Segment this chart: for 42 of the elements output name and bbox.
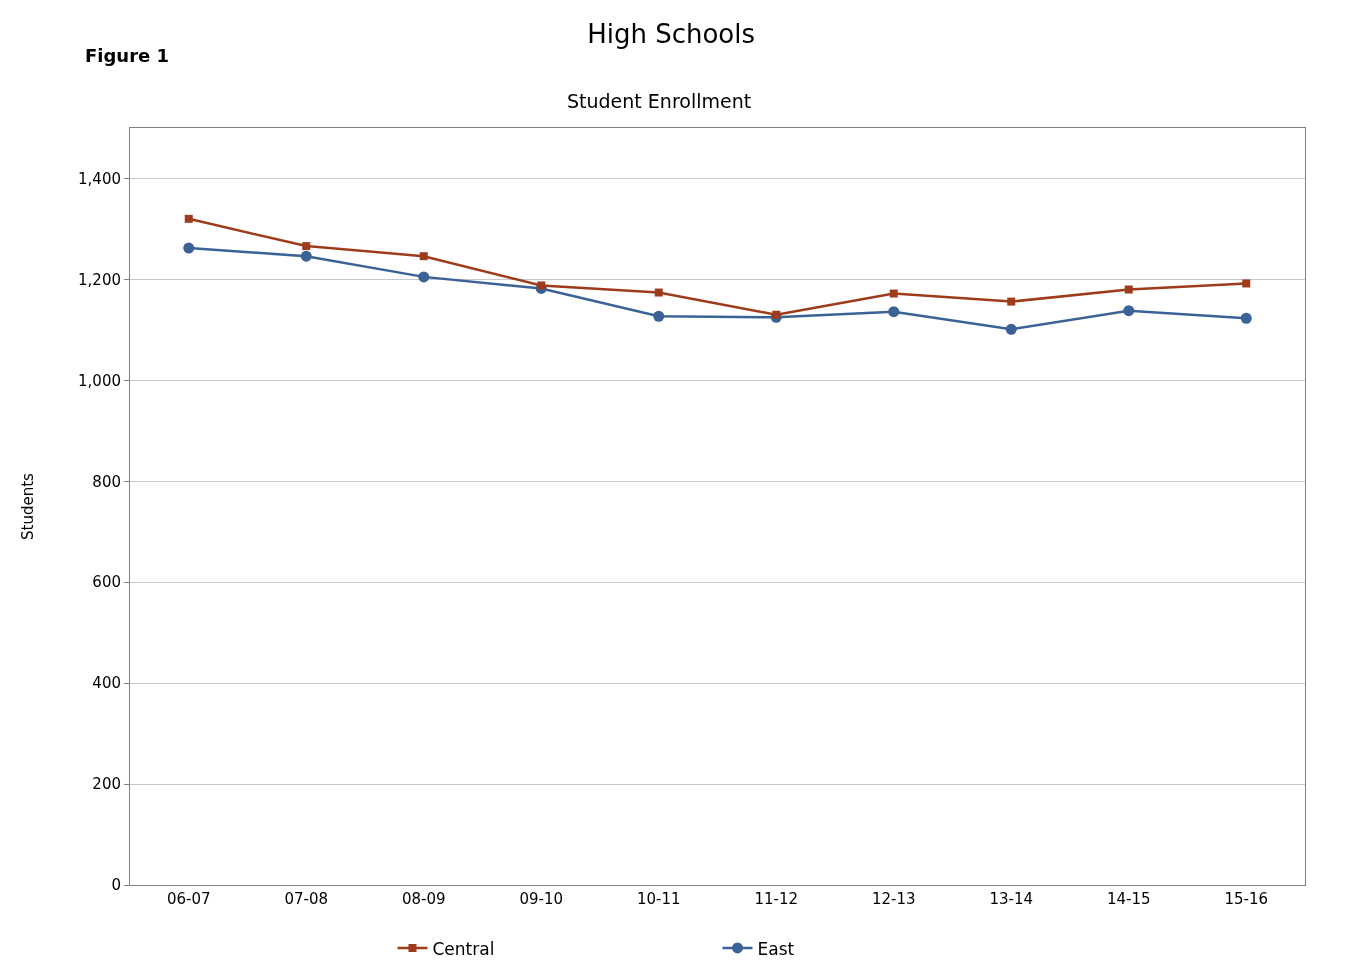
x-tick-label: 13-14: [989, 890, 1034, 908]
y-tick-label: 200: [92, 775, 121, 794]
point: [183, 242, 195, 254]
x-tick-label: 10-11: [636, 890, 681, 908]
point: [184, 214, 193, 223]
y-tick-label: 400: [92, 674, 121, 693]
point: [419, 252, 428, 261]
legend-label: Central: [432, 938, 495, 959]
point: [302, 242, 311, 251]
point: [1123, 305, 1135, 317]
point: [300, 250, 312, 262]
chart-subtitle: Student Enrollment: [567, 90, 752, 112]
point: [1005, 323, 1017, 335]
point: [888, 306, 900, 318]
point: [654, 288, 663, 297]
x-tick-label: 14-15: [1106, 890, 1151, 908]
x-tick-label: 12-13: [871, 890, 916, 908]
legend-label: East: [757, 938, 795, 959]
chart-title: High Schools: [587, 19, 756, 50]
y-tick-label: 0: [111, 876, 121, 895]
x-tick-label: 07-08: [284, 890, 329, 908]
y-tick-label: 1,400: [78, 169, 121, 188]
point: [1124, 285, 1133, 294]
point: [1240, 312, 1252, 324]
x-tick-label: 09-10: [519, 890, 564, 908]
point: [889, 289, 898, 298]
y-axis-title: Students: [19, 472, 38, 540]
x-tick-label: 15-16: [1224, 890, 1269, 908]
x-tick-label: 06-07: [166, 890, 211, 908]
point: [772, 310, 781, 319]
point: [537, 281, 546, 290]
y-tick-label: 800: [92, 472, 121, 491]
point: [1242, 279, 1251, 288]
point: [418, 271, 430, 283]
y-tick-label: 600: [92, 573, 121, 592]
y-tick-label: 1,000: [78, 371, 121, 390]
caption: Figure 1: [85, 45, 170, 66]
x-tick-label: 11-12: [754, 890, 799, 908]
point: [1007, 297, 1016, 306]
x-tick-label: 08-09: [401, 890, 446, 908]
y-tick-label: 1,200: [78, 270, 121, 289]
point: [653, 310, 665, 322]
